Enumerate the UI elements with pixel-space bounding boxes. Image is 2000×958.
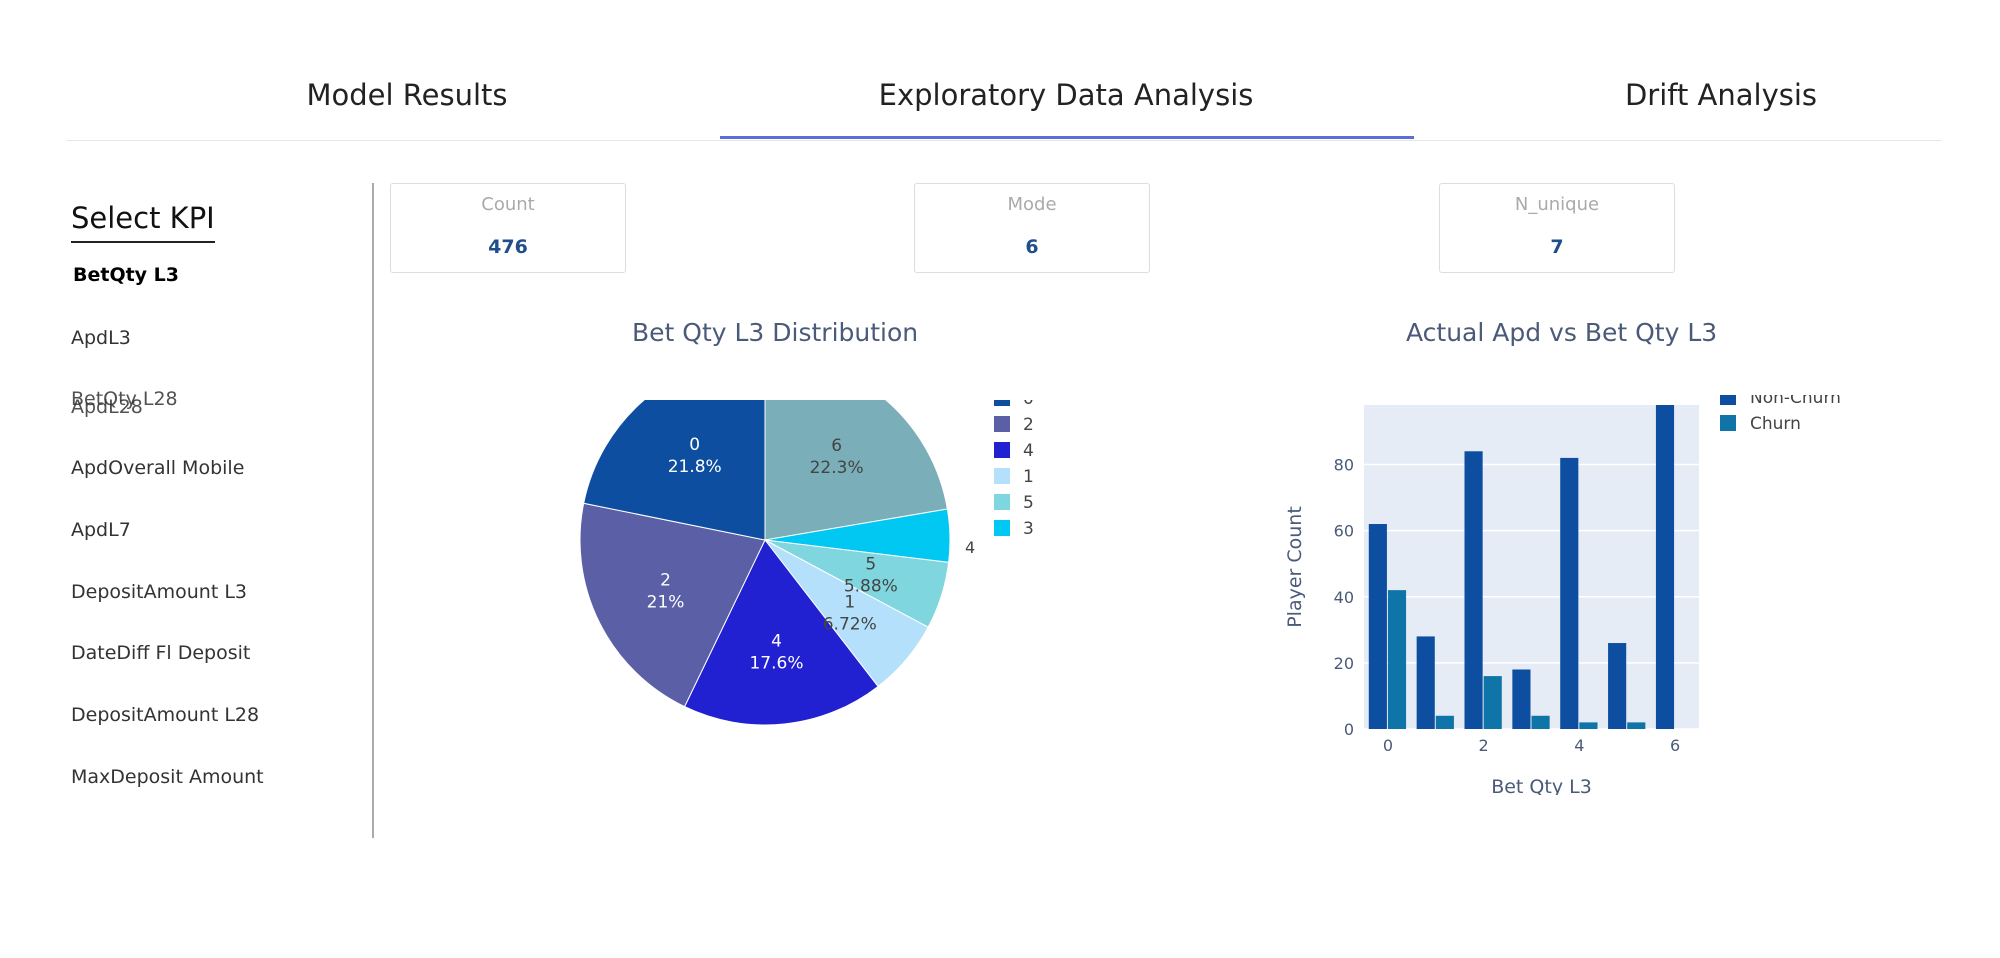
- pie-percent-4: 17.6%: [749, 653, 803, 673]
- bar-non-churn-6[interactable]: [1655, 405, 1675, 729]
- legend-swatch-non-churn[interactable]: [1720, 395, 1736, 405]
- pie-slice-4[interactable]: [683, 539, 879, 726]
- pie-slice-0[interactable]: [583, 400, 766, 541]
- kpi-item-datediff-fl-deposit[interactable]: DateDiff Fl Deposit: [71, 642, 251, 664]
- kpi-item-apdl3[interactable]: ApdL3: [71, 327, 131, 349]
- legend-label-5[interactable]: 5: [1023, 493, 1034, 513]
- count-value: 476: [488, 236, 528, 258]
- legend-label-churn[interactable]: Churn: [1750, 414, 1801, 434]
- pie-slice-2[interactable]: [579, 502, 766, 708]
- count-label: Count: [481, 194, 535, 215]
- bar-churn-3[interactable]: [1531, 715, 1550, 729]
- bar-churn-4[interactable]: [1579, 722, 1598, 729]
- pie-chart: 622.3%55.88%16.72%417.6%221%021.8%4 0241…: [579, 400, 1034, 726]
- active-tab-indicator: [720, 136, 1414, 139]
- kpi-item-betqty-l3[interactable]: BetQty L3: [73, 264, 180, 286]
- legend-label-non-churn[interactable]: Non-Churn: [1750, 395, 1841, 408]
- kpi-item-betqty-l28[interactable]: BetQty L28: [71, 388, 178, 410]
- kpi-sidebar: Select KPI BetQty L3 ApdL3 BetQty L28 Ap…: [0, 183, 374, 838]
- tab-model-results[interactable]: Model Results: [306, 78, 508, 112]
- bar-non-churn-4[interactable]: [1560, 457, 1579, 729]
- bar-non-churn-1[interactable]: [1416, 636, 1435, 729]
- bar-non-churn-0[interactable]: [1368, 524, 1387, 729]
- legend-label-1[interactable]: 1: [1023, 467, 1034, 487]
- y-tick-label: 20: [1334, 654, 1354, 673]
- n-unique-card: N_unique 7: [1439, 183, 1675, 273]
- x-tick-label: 4: [1574, 736, 1584, 755]
- legend-label-3[interactable]: 3: [1023, 519, 1034, 539]
- pie-label-0: 0: [689, 435, 700, 455]
- pie-percent-6: 22.3%: [810, 458, 864, 478]
- bar-non-churn-5[interactable]: [1608, 643, 1627, 729]
- legend-swatch-churn[interactable]: [1720, 415, 1736, 431]
- sidebar-title: Select KPI: [71, 201, 215, 243]
- y-axis-title: Player Count: [1284, 506, 1306, 628]
- tab-exploratory-data-analysis[interactable]: Exploratory Data Analysis: [878, 78, 1254, 112]
- n-unique-label: N_unique: [1514, 194, 1600, 215]
- bar-non-churn-2[interactable]: [1464, 451, 1483, 729]
- pie-percent-5: 5.88%: [844, 576, 898, 596]
- pie-outside-label: 4: [965, 538, 975, 557]
- pie-label-2: 2: [660, 570, 671, 590]
- kpi-item-apdoverall-mobile[interactable]: ApdOverall Mobile: [71, 457, 245, 479]
- kpi-item-depositamount-l28[interactable]: DepositAmount L28: [71, 704, 260, 726]
- bar-churn-0[interactable]: [1387, 590, 1407, 729]
- bar-non-churn-3[interactable]: [1512, 669, 1531, 729]
- legend-swatch-0[interactable]: [994, 400, 1010, 406]
- bar-plot-background: [1364, 405, 1699, 729]
- mode-card: Mode 6: [914, 183, 1150, 273]
- pie-percent-2: 21%: [647, 592, 685, 612]
- kpi-item-depositamount-l3[interactable]: DepositAmount L3: [71, 581, 248, 603]
- pie-chart-title: Bet Qty L3 Distribution: [632, 318, 919, 347]
- bar-churn-2[interactable]: [1483, 676, 1502, 729]
- n-unique-value: 7: [1550, 236, 1564, 258]
- y-tick-label: 40: [1334, 588, 1354, 607]
- pie-label-6: 6: [831, 436, 842, 456]
- x-tick-label: 6: [1670, 736, 1680, 755]
- bar-churn-5[interactable]: [1627, 722, 1646, 729]
- kpi-item-apdl28[interactable]: ApdL28: [71, 396, 143, 418]
- legend-label-2[interactable]: 2: [1023, 415, 1034, 435]
- legend-swatch-2[interactable]: [994, 416, 1010, 432]
- y-tick-label: 60: [1334, 522, 1354, 541]
- kpi-item-maxdeposit-amount[interactable]: MaxDeposit Amount: [71, 766, 264, 788]
- count-card: Count 476: [390, 183, 626, 273]
- bar-chart: 0 20 40 60 80 0 2 4 6 Bet Qty L3 Player Count Non-…: [1284, 395, 1841, 795]
- legend-label-4[interactable]: 4: [1023, 441, 1034, 461]
- x-tick-label: 2: [1479, 736, 1489, 755]
- legend-swatch-1[interactable]: [994, 468, 1010, 484]
- bar-churn-1[interactable]: [1435, 715, 1454, 729]
- mode-label: Mode: [1007, 194, 1057, 215]
- pie-label-5: 5: [865, 554, 876, 574]
- pie-percent-1: 6.72%: [823, 615, 877, 635]
- legend-swatch-5[interactable]: [994, 494, 1010, 510]
- legend-label-0[interactable]: 0: [1023, 400, 1034, 409]
- x-tick-label: 0: [1383, 736, 1393, 755]
- tab-bar: Model Results Exploratory Data Analysis …: [66, 0, 1942, 141]
- x-axis-title: Bet Qty L3: [1491, 776, 1592, 795]
- legend-swatch-4[interactable]: [994, 442, 1010, 458]
- bar-chart-title: Actual Apd vs Bet Qty L3: [1406, 318, 1718, 347]
- mode-value: 6: [1025, 236, 1039, 258]
- kpi-item-apdl7[interactable]: ApdL7: [71, 519, 131, 541]
- y-tick-label: 0: [1344, 720, 1354, 739]
- legend-swatch-3[interactable]: [994, 520, 1010, 536]
- pie-slice-6[interactable]: [764, 400, 948, 541]
- pie-label-1: 1: [844, 593, 855, 613]
- y-tick-label: 80: [1334, 456, 1354, 475]
- pie-percent-0: 21.8%: [668, 457, 722, 477]
- tab-drift-analysis[interactable]: Drift Analysis: [1624, 78, 1818, 112]
- pie-label-4: 4: [771, 631, 782, 651]
